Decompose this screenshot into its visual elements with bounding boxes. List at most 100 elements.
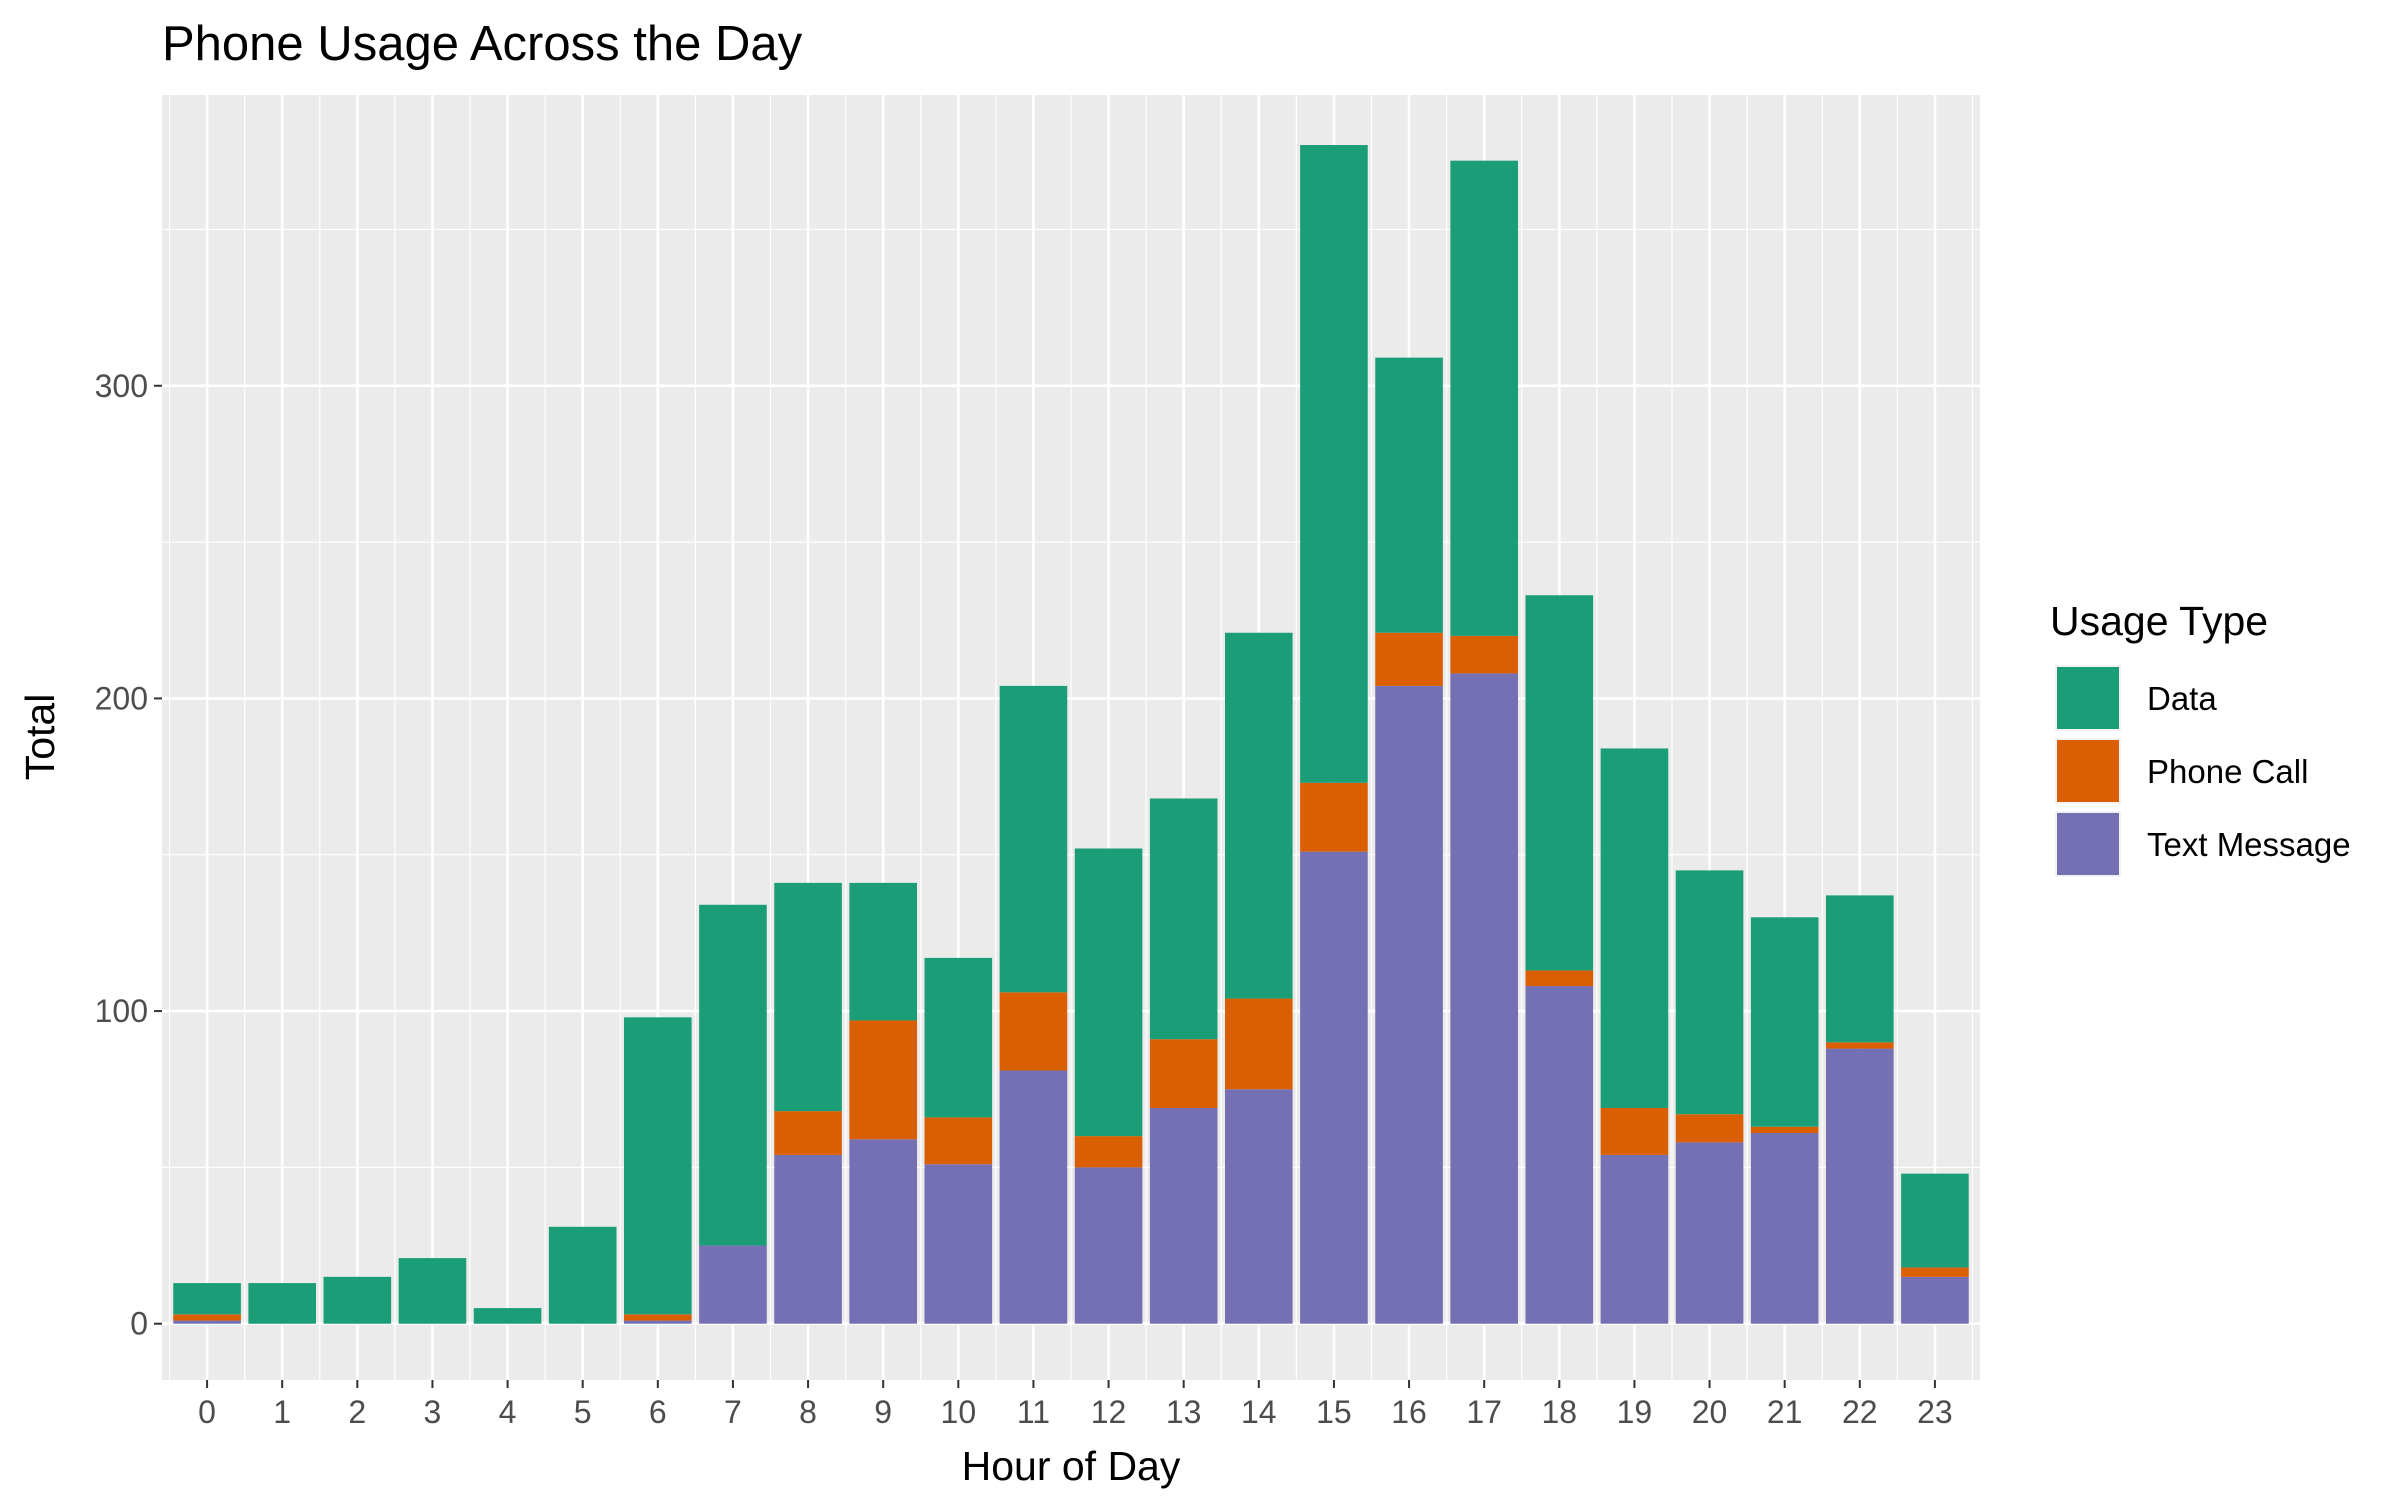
- x-tick-label: 3: [424, 1394, 442, 1430]
- x-tick-label: 14: [1241, 1394, 1277, 1430]
- bar-phone-call-hour-20: [1675, 1114, 1744, 1143]
- x-tick-label: 9: [874, 1394, 892, 1430]
- bar-data-hour-17: [1450, 160, 1518, 636]
- x-tick-label: 17: [1466, 1394, 1502, 1430]
- bar-data-hour-1: [248, 1283, 317, 1324]
- legend-label-phone-call: Phone Call: [2147, 753, 2308, 790]
- bar-data-hour-2: [323, 1276, 392, 1324]
- legend-swatch-phone-call: [2057, 740, 2119, 802]
- bar-phone-call-hour-10: [924, 1117, 993, 1165]
- bar-phone-call-hour-11: [999, 992, 1068, 1071]
- bar-data-hour-15: [1300, 145, 1368, 783]
- x-tick-label: 19: [1617, 1394, 1653, 1430]
- x-axis: 0 1 2 3 4 5 6 7 8 9 10 11 12 13 14 15 16 17 18 19 20 21 22 23: [198, 1380, 1953, 1430]
- bar-text-message-hour-20: [1675, 1142, 1744, 1324]
- bar-phone-call-hour-12: [1074, 1136, 1143, 1168]
- bar-text-message-hour-10: [924, 1164, 993, 1324]
- bars: [173, 145, 1969, 1324]
- bar-text-message-hour-16: [1375, 685, 1443, 1324]
- bar-text-message-hour-12: [1074, 1167, 1143, 1324]
- x-tick-label: 15: [1316, 1394, 1352, 1430]
- legend-swatch-data: [2057, 667, 2119, 729]
- bar-data-hour-12: [1074, 848, 1143, 1137]
- x-tick-label: 11: [1017, 1394, 1050, 1430]
- y-tick-label: 200: [95, 680, 148, 716]
- bar-data-hour-7: [699, 904, 767, 1246]
- x-tick-label: 22: [1842, 1394, 1878, 1430]
- bar-text-message-hour-21: [1750, 1133, 1819, 1324]
- chart-title: Phone Usage Across the Day: [162, 17, 803, 71]
- x-tick-label: 1: [273, 1394, 291, 1430]
- bar-data-hour-22: [1825, 895, 1894, 1043]
- bar-text-message-hour-19: [1600, 1154, 1669, 1324]
- bar-data-hour-20: [1675, 870, 1744, 1115]
- bar-phone-call-hour-22: [1825, 1042, 1894, 1049]
- bar-data-hour-14: [1225, 632, 1293, 999]
- bar-text-message-hour-17: [1450, 673, 1518, 1324]
- x-tick-label: 20: [1692, 1394, 1728, 1430]
- x-tick-label: 2: [348, 1394, 366, 1430]
- bar-phone-call-hour-6: [624, 1314, 692, 1321]
- bar-data-hour-9: [849, 882, 917, 1021]
- x-tick-label: 21: [1767, 1394, 1803, 1430]
- legend: Usage Type Data Phone Call Text Message: [2050, 598, 2351, 877]
- x-axis-title: Hour of Day: [962, 1443, 1181, 1489]
- bar-data-hour-19: [1600, 748, 1669, 1108]
- x-tick-label: 18: [1542, 1394, 1578, 1430]
- bar-text-message-hour-14: [1225, 1089, 1293, 1324]
- x-tick-label: 5: [574, 1394, 592, 1430]
- y-tick-label: 100: [95, 993, 148, 1029]
- legend-label-data: Data: [2147, 680, 2217, 717]
- x-tick-label: 10: [941, 1394, 977, 1430]
- bar-data-hour-5: [548, 1226, 617, 1324]
- y-tick-label: 300: [95, 368, 148, 404]
- bar-phone-call-hour-16: [1375, 632, 1443, 686]
- bar-text-message-hour-8: [774, 1154, 842, 1324]
- bar-phone-call-hour-14: [1225, 998, 1293, 1090]
- x-tick-label: 12: [1091, 1394, 1127, 1430]
- bar-data-hour-11: [999, 685, 1068, 993]
- bar-text-message-hour-7: [699, 1245, 767, 1324]
- y-tick-label: 0: [130, 1306, 148, 1342]
- bar-text-message-hour-6: [624, 1320, 692, 1324]
- bar-phone-call-hour-23: [1901, 1267, 1969, 1277]
- y-axis: 0 100 200 300: [95, 368, 162, 1342]
- bar-data-hour-0: [173, 1283, 241, 1315]
- bar-phone-call-hour-19: [1600, 1107, 1669, 1155]
- x-tick-label: 0: [198, 1394, 216, 1430]
- bar-text-message-hour-13: [1149, 1107, 1218, 1324]
- x-tick-label: 8: [799, 1394, 817, 1430]
- bar-text-message-hour-11: [999, 1070, 1068, 1324]
- x-tick-label: 6: [649, 1394, 667, 1430]
- x-tick-label: 23: [1917, 1394, 1953, 1430]
- bar-phone-call-hour-21: [1750, 1126, 1819, 1134]
- bar-phone-call-hour-9: [849, 1020, 917, 1140]
- bar-data-hour-13: [1149, 798, 1218, 1040]
- legend-swatch-text-message: [2057, 813, 2119, 875]
- bar-text-message-hour-9: [849, 1139, 917, 1324]
- bar-phone-call-hour-13: [1149, 1039, 1218, 1108]
- x-tick-label: 4: [499, 1394, 517, 1430]
- legend-title: Usage Type: [2050, 598, 2268, 644]
- y-axis-title: Total: [17, 694, 63, 781]
- bar-phone-call-hour-18: [1525, 970, 1594, 987]
- bar-data-hour-10: [924, 957, 993, 1118]
- bar-data-hour-23: [1901, 1173, 1969, 1268]
- x-tick-label: 16: [1391, 1394, 1427, 1430]
- bar-phone-call-hour-8: [774, 1111, 842, 1155]
- bar-data-hour-18: [1525, 595, 1594, 971]
- legend-label-text-message: Text Message: [2147, 826, 2351, 863]
- bar-text-message-hour-23: [1901, 1276, 1969, 1324]
- bar-phone-call-hour-15: [1300, 782, 1368, 852]
- bar-text-message-hour-0: [173, 1320, 241, 1324]
- bar-data-hour-6: [624, 1017, 692, 1315]
- x-tick-label: 7: [724, 1394, 742, 1430]
- x-tick-label: 13: [1166, 1394, 1202, 1430]
- bar-data-hour-21: [1750, 917, 1819, 1127]
- bar-text-message-hour-15: [1300, 851, 1368, 1324]
- bar-data-hour-16: [1375, 357, 1443, 633]
- bar-phone-call-hour-17: [1450, 635, 1518, 674]
- bar-data-hour-4: [473, 1308, 542, 1324]
- bar-data-hour-3: [398, 1258, 467, 1324]
